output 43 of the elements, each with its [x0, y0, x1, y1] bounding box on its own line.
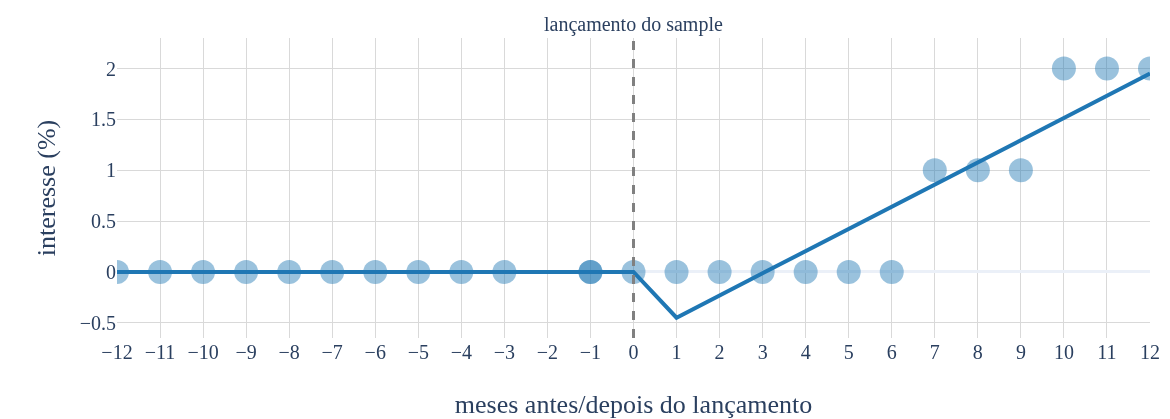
- y-axis-title: interesse (%): [32, 119, 61, 257]
- y-tick-label: 1: [106, 159, 116, 182]
- x-tick-label: −7: [321, 341, 343, 363]
- point: [922, 158, 947, 183]
- x-tick-label: 9: [1015, 341, 1026, 363]
- x-tick-label: 6: [886, 341, 897, 363]
- x-tick-label: 4: [800, 341, 811, 363]
- x-axis-title: meses antes/depois do lançamento: [454, 390, 813, 419]
- x-tick-label: −5: [407, 341, 429, 363]
- y-tick-label: 1.5: [91, 108, 116, 131]
- x-tick-label: −12: [101, 341, 133, 363]
- point: [1051, 56, 1076, 81]
- ref-line-label: lançamento do sample: [544, 13, 723, 36]
- x-tick-label: 10: [1053, 341, 1074, 363]
- x-tick-label: −10: [187, 341, 219, 363]
- point: [664, 259, 689, 284]
- x-tick-label: 5: [843, 341, 854, 363]
- x-tick-label: −2: [536, 341, 559, 363]
- x-tick-label: 2: [714, 341, 725, 363]
- point: [879, 259, 904, 284]
- x-tick-label: −1: [579, 341, 602, 363]
- x-tick-label: −4: [450, 341, 472, 363]
- y-tick-label: 0: [106, 260, 116, 283]
- x-tick-label: 8: [972, 341, 983, 363]
- x-tick-label: −3: [493, 341, 516, 363]
- x-tick-label: 12: [1140, 341, 1160, 363]
- point: [1094, 56, 1119, 81]
- point: [793, 259, 818, 284]
- y-tick-label: 2: [106, 57, 116, 80]
- point: [707, 259, 732, 284]
- x-tick-label: −9: [235, 341, 257, 363]
- y-tick-label: −0.5: [79, 311, 116, 334]
- x-tick-label: 1: [671, 341, 682, 363]
- x-tick-label: −8: [278, 341, 300, 363]
- point: [1008, 158, 1033, 183]
- point: [836, 259, 861, 284]
- x-tick-label: 7: [929, 341, 940, 363]
- x-tick-label: −6: [364, 341, 386, 363]
- x-tick-label: 11: [1097, 341, 1117, 363]
- x-tick-label: 0: [628, 341, 639, 363]
- x-tick-label: 3: [757, 341, 768, 363]
- x-tick-label: −11: [144, 341, 176, 363]
- y-tick-label: 0.5: [91, 210, 116, 233]
